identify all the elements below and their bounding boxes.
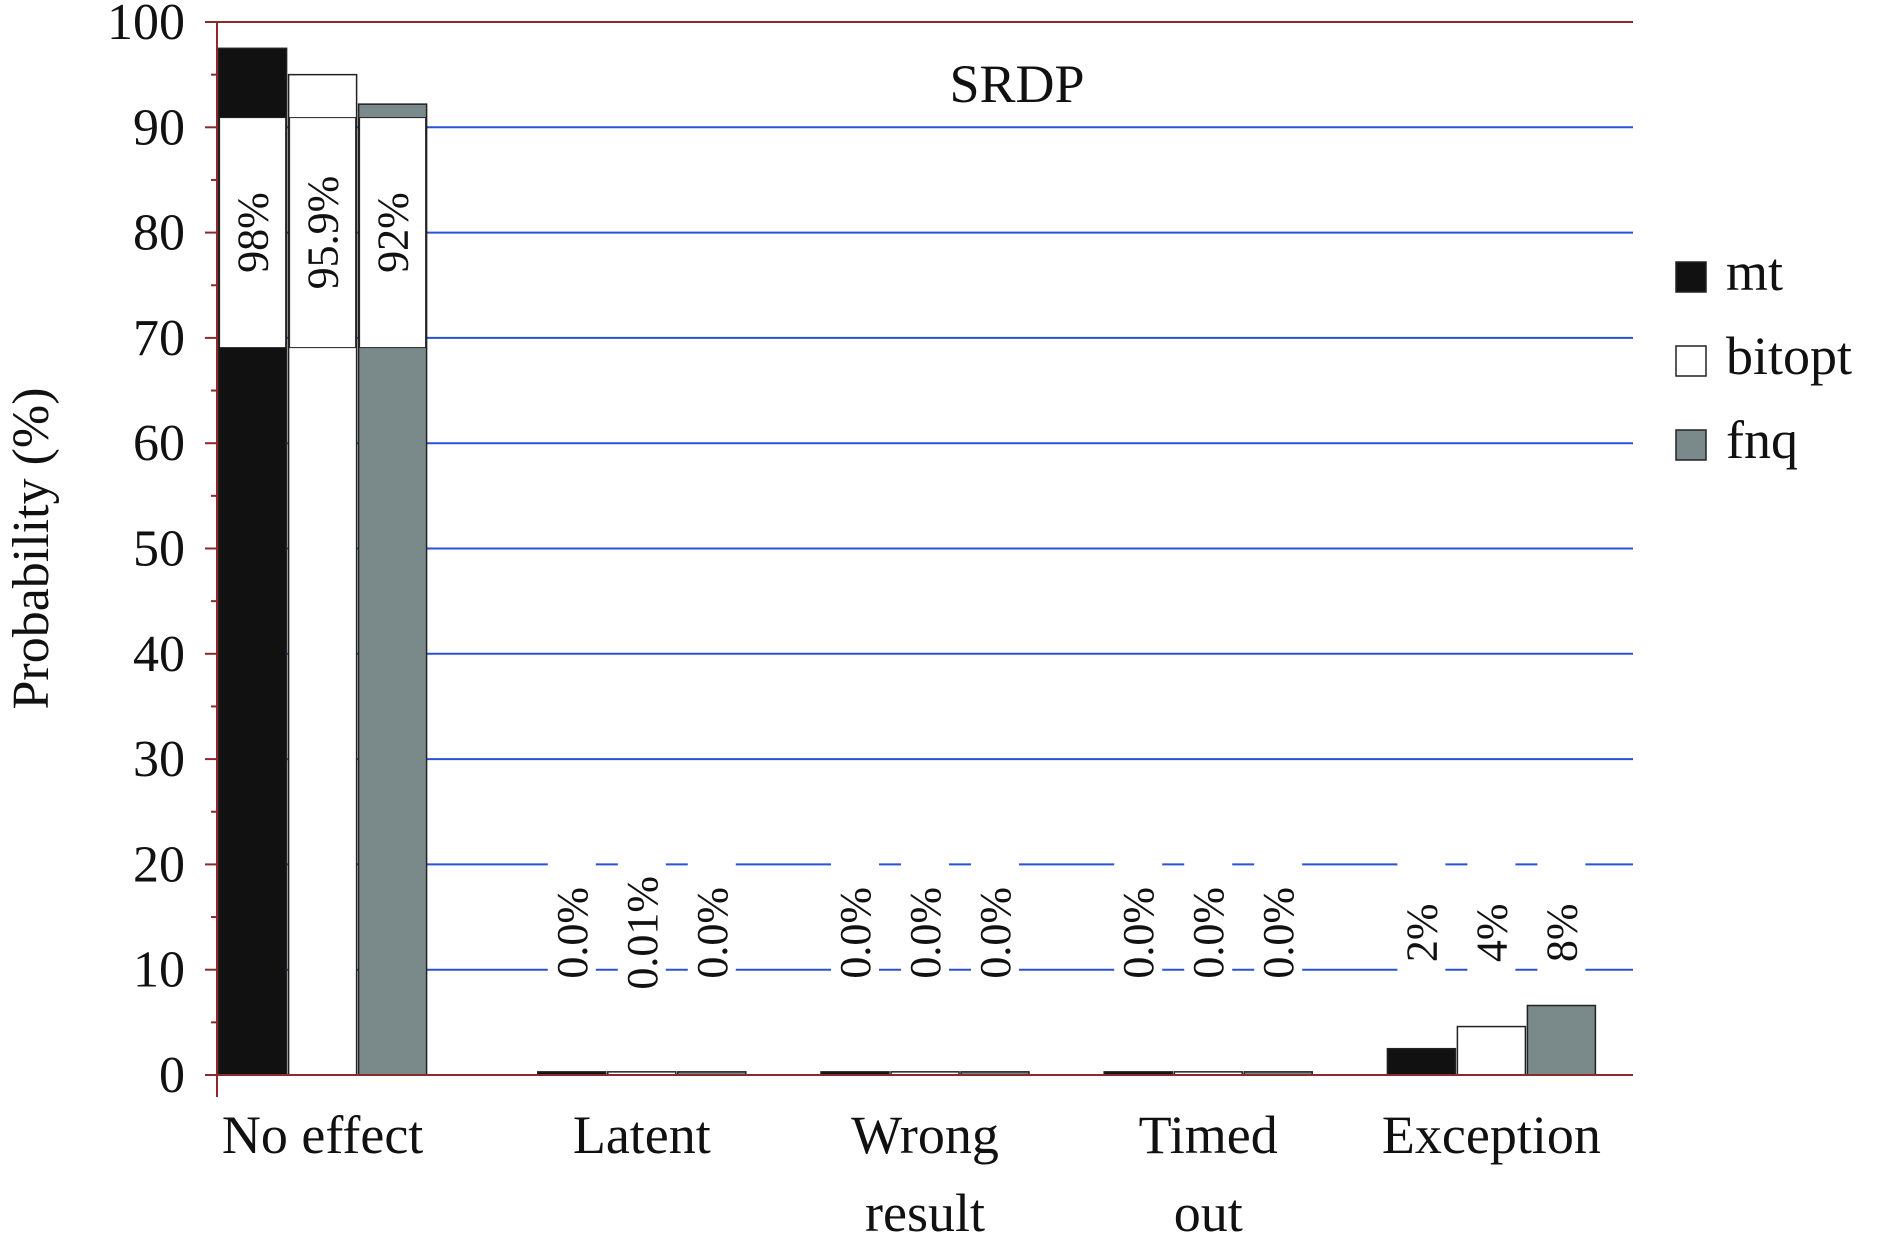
y-axis-label: Probability (%) bbox=[3, 387, 60, 709]
x-tick-label-3-1: out bbox=[1174, 1183, 1243, 1240]
x-tick-label-3-0: Timed bbox=[1139, 1105, 1278, 1165]
data-label-backdrop-mt-1 bbox=[547, 856, 596, 978]
y-tick-label-20: 20 bbox=[133, 836, 185, 893]
data-label-backdrop-mt-2 bbox=[831, 856, 879, 978]
y-tick-label-100: 100 bbox=[107, 0, 185, 51]
y-tick-label-40: 40 bbox=[133, 626, 185, 683]
data-label-mt-3: 0.0% bbox=[1114, 887, 1163, 979]
data-label-bitopt-1: 0.01% bbox=[618, 876, 667, 990]
chart-title: SRDP bbox=[949, 54, 1084, 114]
y-tick-label-60: 60 bbox=[133, 415, 185, 472]
grid-layer bbox=[217, 21, 1633, 978]
data-label-backdrop-fnq-3 bbox=[1254, 856, 1303, 978]
labels-layer: 0 10 20 30 40 50 60 70 80 90 100 Probability (%) SRD… bbox=[3, 0, 1601, 1243]
data-label-backdrop-fnq-2 bbox=[971, 856, 1019, 978]
data-label-backdrop-bitopt-2 bbox=[901, 856, 949, 978]
data-label-bitopt-2: 0.0% bbox=[901, 887, 950, 979]
data-label-mt-1: 0.0% bbox=[548, 887, 597, 979]
x-tick-label-1-0: Latent bbox=[573, 1105, 711, 1165]
data-label-bitopt-3: 0.0% bbox=[1184, 887, 1233, 979]
data-label-box-mt-0 bbox=[219, 117, 287, 349]
legend-label-bitopt: bitopt bbox=[1726, 326, 1852, 386]
data-label-bitopt-0: 95.9% bbox=[299, 176, 348, 290]
x-tick-label-2-1: result bbox=[865, 1183, 985, 1240]
x-tick-label-4-0: Exception bbox=[1382, 1105, 1601, 1165]
bar-mt-4 bbox=[1386, 1047, 1457, 1076]
data-label-backdrop-bitopt-4 bbox=[1467, 856, 1516, 978]
data-label-fnq-1: 0.0% bbox=[688, 887, 737, 979]
bars-layer bbox=[217, 47, 1597, 1076]
data-label-backdrop-bitopt-1 bbox=[617, 856, 666, 978]
y-tick-label-80: 80 bbox=[133, 205, 185, 262]
data-label-bitopt-4: 4% bbox=[1467, 904, 1516, 963]
x-tick-label-0-0: No effect bbox=[222, 1105, 423, 1165]
data-label-box-bitopt-0 bbox=[289, 117, 357, 349]
data-label-fnq-0: 92% bbox=[369, 192, 418, 273]
legend-label-mt: mt bbox=[1726, 242, 1783, 302]
legend-swatch-mt bbox=[1675, 261, 1707, 293]
data-label-backdrop-fnq-4 bbox=[1537, 856, 1586, 978]
legend-swatch-fnq bbox=[1675, 429, 1707, 461]
y-tick-label-70: 70 bbox=[133, 310, 185, 367]
y-tick-label-30: 30 bbox=[133, 731, 185, 788]
bar-fnq-4 bbox=[1526, 1004, 1597, 1076]
legend-label-fnq: fnq bbox=[1726, 410, 1798, 470]
data-label-backdrop-fnq-1 bbox=[687, 856, 736, 978]
bar-bitopt-4 bbox=[1456, 1025, 1527, 1076]
x-tick-label-2-0: Wrong bbox=[851, 1105, 999, 1165]
y-tick-label-0: 0 bbox=[159, 1047, 185, 1104]
data-label-mt-0: 98% bbox=[229, 192, 278, 273]
legend: mt bitopt fnq bbox=[1675, 242, 1852, 470]
data-label-backdrop-mt-3 bbox=[1114, 856, 1163, 978]
data-label-box-fnq-0 bbox=[359, 117, 427, 349]
data-label-fnq-3: 0.0% bbox=[1254, 887, 1303, 979]
legend-swatch-bitopt bbox=[1675, 345, 1707, 377]
y-tick-label-90: 90 bbox=[133, 99, 185, 156]
data-label-backdrop-bitopt-3 bbox=[1184, 856, 1233, 978]
y-tick-label-50: 50 bbox=[133, 521, 185, 578]
data-label-fnq-4: 8% bbox=[1537, 904, 1586, 963]
y-tick-label-10: 10 bbox=[133, 942, 185, 999]
data-label-backdrop-mt-4 bbox=[1397, 856, 1446, 978]
data-label-mt-4: 2% bbox=[1397, 904, 1446, 963]
data-label-mt-2: 0.0% bbox=[831, 887, 880, 979]
axis-layer bbox=[205, 21, 1633, 1097]
data-label-fnq-2: 0.0% bbox=[971, 887, 1020, 979]
